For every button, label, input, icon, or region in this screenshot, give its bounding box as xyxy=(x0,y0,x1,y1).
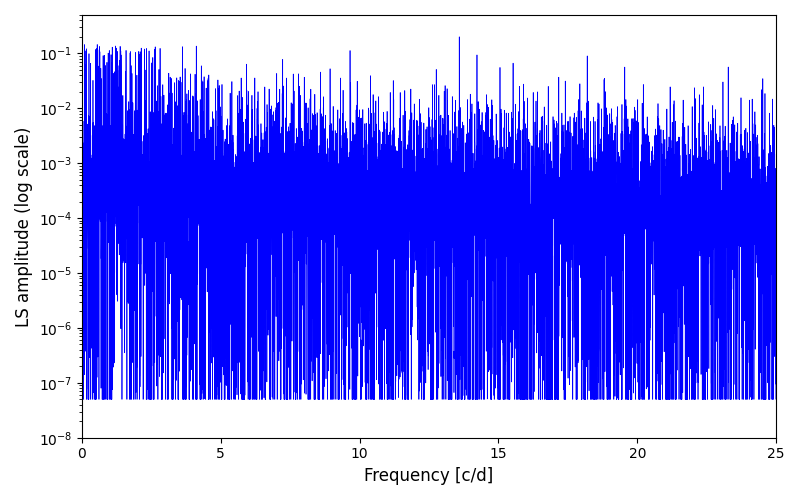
X-axis label: Frequency [c/d]: Frequency [c/d] xyxy=(364,467,494,485)
Y-axis label: LS amplitude (log scale): LS amplitude (log scale) xyxy=(15,126,33,326)
